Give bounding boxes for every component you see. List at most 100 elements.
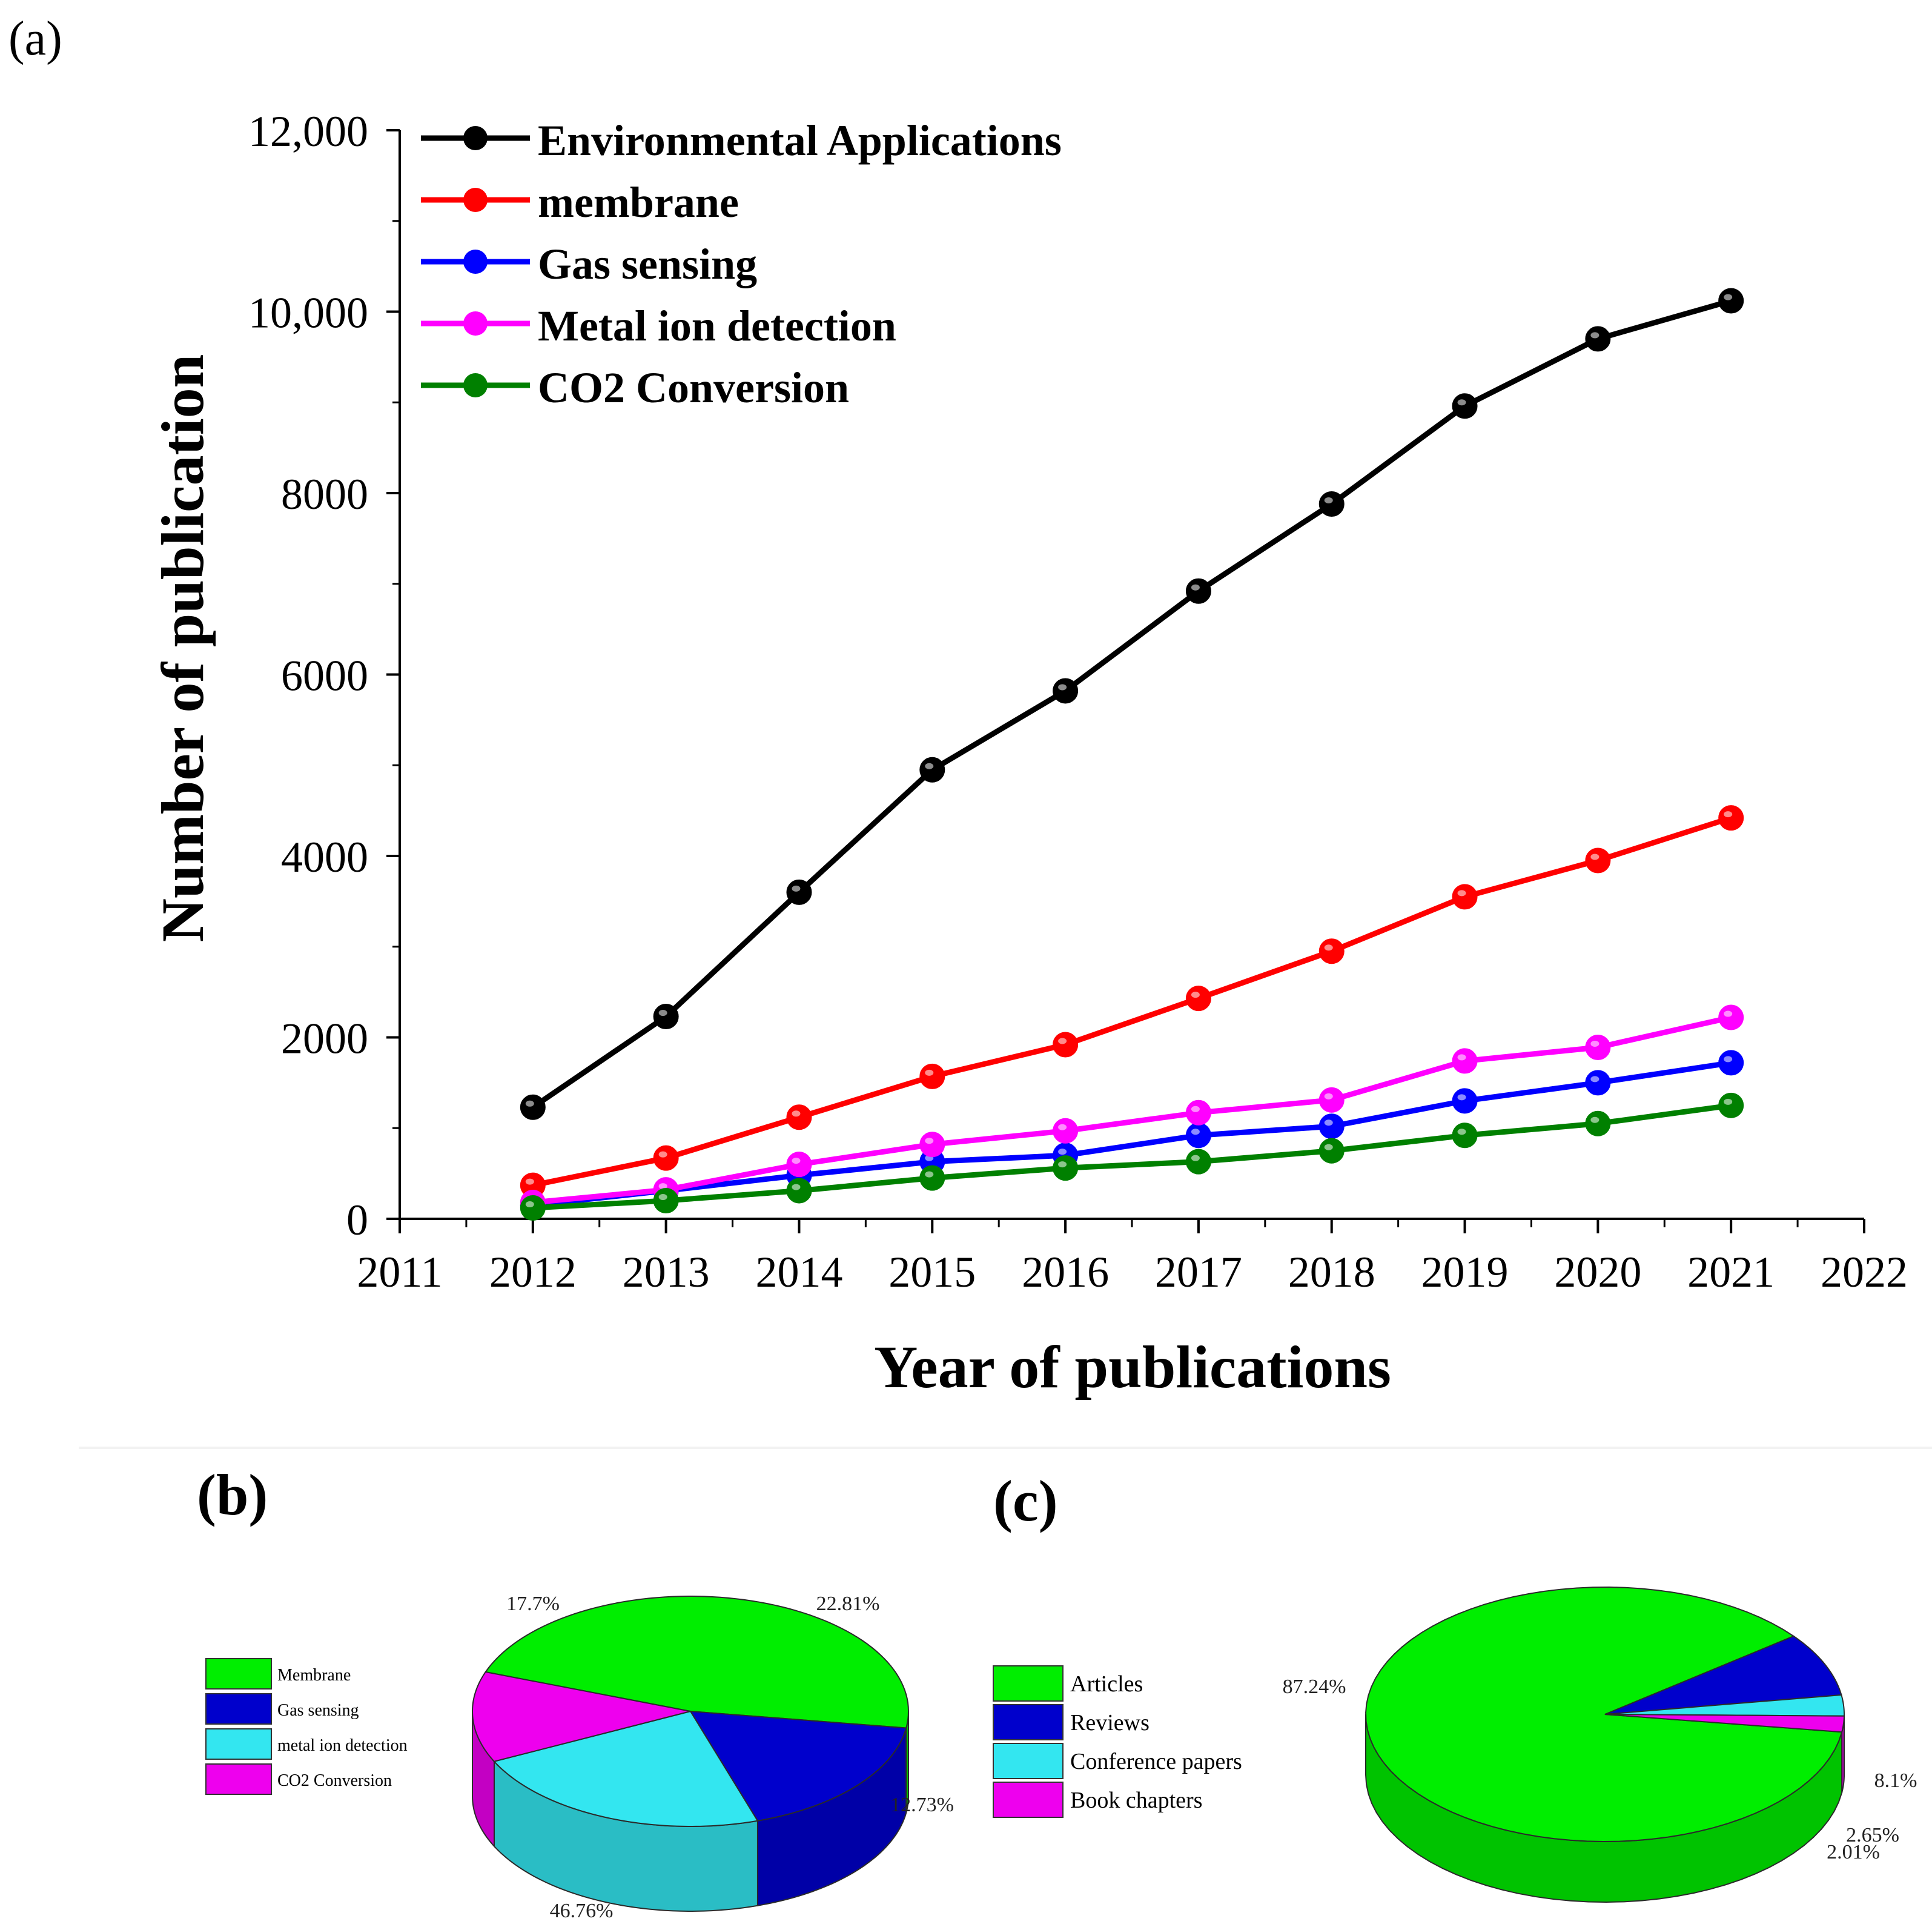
x-tick-label: 2016 xyxy=(1022,1248,1109,1296)
data-point-highlight xyxy=(1724,811,1733,818)
legend-label: Conference papers xyxy=(1070,1749,1242,1774)
data-point-highlight xyxy=(792,1158,801,1164)
data-point-highlight xyxy=(1058,1149,1067,1155)
x-axis-label: Year of publications xyxy=(874,1333,1391,1401)
data-point-highlight xyxy=(1058,1038,1067,1044)
data-point xyxy=(1318,938,1345,964)
pie-slice-membrane xyxy=(484,1596,910,1729)
legend-swatch xyxy=(205,1763,272,1795)
data-point xyxy=(919,757,945,783)
data-point-highlight xyxy=(925,763,934,769)
data-point-highlight xyxy=(1324,497,1333,503)
data-point xyxy=(1185,986,1211,1012)
legend-swatch xyxy=(993,1665,1064,1702)
y-tick-label: 10,000 xyxy=(248,289,368,337)
y-tick-label: 4000 xyxy=(281,833,368,881)
data-point xyxy=(1452,393,1478,419)
x-tick-label: 2012 xyxy=(489,1248,577,1296)
data-point xyxy=(1185,578,1211,604)
data-point xyxy=(520,1195,546,1221)
pie-chart-c: 87.24% 8.1% 2.65%2.01% xyxy=(1283,1587,1917,1903)
data-point xyxy=(1718,805,1744,831)
data-point-highlight xyxy=(658,1194,667,1201)
y-tick-label: 12,000 xyxy=(248,107,368,156)
data-point-highlight xyxy=(925,1069,934,1076)
data-point-highlight xyxy=(1724,1098,1733,1105)
data-point xyxy=(1718,1050,1744,1076)
data-point xyxy=(653,1004,679,1030)
data-point xyxy=(1053,1118,1079,1144)
legend-label: CO2 Conversion xyxy=(277,1771,392,1790)
data-point-highlight xyxy=(792,1184,801,1190)
data-point xyxy=(1185,1099,1211,1126)
series-group xyxy=(520,288,1744,1221)
pie-percent-label: 2.01% xyxy=(1827,1841,1880,1863)
legend-swatch-marker xyxy=(463,188,488,212)
data-point-highlight xyxy=(1191,584,1200,591)
x-tick-label: 2021 xyxy=(1687,1248,1775,1296)
data-point xyxy=(919,1063,945,1089)
pie-legend-c: Articles Reviews Conference papers Book cha… xyxy=(993,1665,1242,1818)
pie-percent-label: 17.7% xyxy=(506,1593,560,1615)
data-point-highlight xyxy=(1191,1129,1200,1135)
data-point-highlight xyxy=(1058,1124,1067,1130)
pie-slice-reviews xyxy=(1604,1635,1842,1715)
data-point-highlight xyxy=(1058,1161,1067,1168)
pie-percent-label: 22.81% xyxy=(816,1593,880,1615)
y-tick-label: 6000 xyxy=(281,652,368,700)
data-point xyxy=(786,1104,812,1130)
data-point xyxy=(1718,1092,1744,1118)
pie-percent-label: 87.24% xyxy=(1283,1676,1346,1698)
legend-swatch-marker xyxy=(463,126,488,150)
data-point-highlight xyxy=(792,885,801,892)
data-point-highlight xyxy=(1724,1010,1733,1017)
legend-label: metal ion detection xyxy=(277,1736,408,1755)
data-point xyxy=(1318,1138,1345,1164)
data-point-highlight xyxy=(1590,1076,1600,1083)
pie-chart-b: 46.76% 17.7% 22.81% 12.73% xyxy=(471,1593,954,1922)
data-point-highlight xyxy=(1590,854,1600,860)
data-point-highlight xyxy=(925,1138,934,1144)
x-tick-label: 2013 xyxy=(623,1248,710,1296)
y-tick-label: 0 xyxy=(346,1196,368,1244)
data-point xyxy=(1185,1123,1211,1149)
data-point xyxy=(1452,884,1478,910)
legend-label: Gas sensing xyxy=(277,1701,359,1720)
data-point-highlight xyxy=(1324,1093,1333,1099)
data-point xyxy=(520,1094,546,1120)
data-point xyxy=(1318,1087,1345,1113)
legend-swatch xyxy=(205,1693,272,1725)
data-point-highlight xyxy=(658,1010,667,1016)
data-point-highlight xyxy=(525,1100,534,1107)
data-point-highlight xyxy=(1590,1116,1600,1123)
data-point-highlight xyxy=(1191,992,1200,998)
data-point-highlight xyxy=(525,1201,534,1208)
x-tick-label: 2019 xyxy=(1421,1248,1509,1296)
legend-swatch xyxy=(993,1743,1064,1779)
data-point-highlight xyxy=(1324,1119,1333,1126)
data-point-highlight xyxy=(1724,294,1733,300)
pie-percent-label: 46.76% xyxy=(550,1900,614,1922)
data-point xyxy=(1585,847,1611,874)
data-point xyxy=(919,1132,945,1158)
pie-legend-b: Membrane Gas sensing metal ion detection CO… xyxy=(205,1658,408,1795)
x-tick-label: 2018 xyxy=(1288,1248,1375,1296)
y-axis-label: Number of publication xyxy=(149,354,216,943)
line-legend: Environmental Applications membrane Gas se… xyxy=(421,116,1062,412)
data-point-highlight xyxy=(792,1110,801,1117)
x-tick-label: 2014 xyxy=(755,1248,842,1296)
data-point-highlight xyxy=(1590,1040,1600,1047)
pie-percent-label: 8.1% xyxy=(1874,1769,1917,1792)
x-tick-label: 2020 xyxy=(1554,1248,1641,1296)
data-point-highlight xyxy=(1058,684,1067,691)
pie-slice-articles xyxy=(1365,1587,1843,1842)
pie-slice-gas-sensing xyxy=(689,1710,907,1822)
data-point xyxy=(786,879,812,905)
pie-slice-book-chapters xyxy=(1604,1714,1845,1733)
series-line xyxy=(532,1015,1732,1205)
x-tick-label: 2015 xyxy=(888,1248,976,1296)
data-point xyxy=(1585,1070,1611,1096)
axes: 0 2000 4000 6000 8000 10,000 12,000 2011 2012 201… xyxy=(248,107,1908,1296)
data-point xyxy=(919,1165,945,1191)
